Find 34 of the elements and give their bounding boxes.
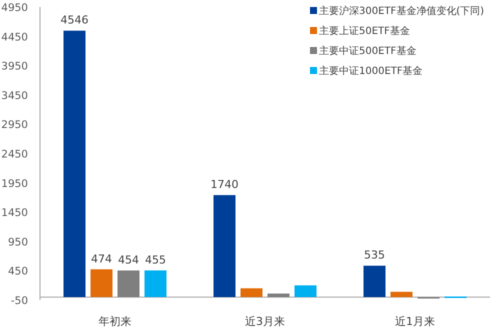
y-tick-label: 4450: [1, 31, 28, 44]
y-tick-label: 450: [8, 266, 28, 278]
legend-label: 主要沪深300ETF基金净值变化(下同): [319, 5, 484, 17]
legend-label: 主要中证500ETF基金: [319, 45, 416, 57]
bar: [268, 294, 290, 298]
bar: [364, 266, 386, 298]
y-tick-label: 2950: [1, 119, 28, 132]
bar: [294, 285, 316, 298]
data-label: 1740: [210, 178, 238, 192]
data-label: 455: [145, 253, 166, 266]
y-tick-label: 3950: [1, 60, 28, 73]
legend-label: 主要中证1000ETF基金: [319, 65, 423, 77]
data-label: 454: [118, 253, 139, 266]
bar: [118, 270, 140, 298]
bar: [144, 270, 166, 298]
y-tick-label: 2450: [1, 148, 28, 160]
data-label: 535: [364, 248, 385, 262]
bar: [90, 269, 112, 298]
data-label: 4546: [60, 14, 88, 27]
bar: [390, 292, 412, 298]
bar: [214, 195, 236, 298]
bar: [240, 288, 262, 298]
x-tick-label: 年初来: [98, 315, 132, 328]
y-tick-label: 1450: [1, 207, 28, 220]
y-tick-label: 4950: [1, 2, 28, 14]
bar: [64, 30, 86, 298]
x-tick-label: 近1月来: [395, 315, 435, 328]
x-tick-label: 近3月来: [245, 315, 285, 328]
y-tick-label: -50: [10, 295, 28, 307]
legend-label: 主要上证50ETF基金: [319, 25, 410, 37]
y-tick-label: 1950: [1, 178, 28, 190]
y-tick-label: 950: [8, 236, 28, 248]
y-tick-label: 3450: [1, 90, 28, 102]
data-label: 474: [91, 252, 112, 266]
